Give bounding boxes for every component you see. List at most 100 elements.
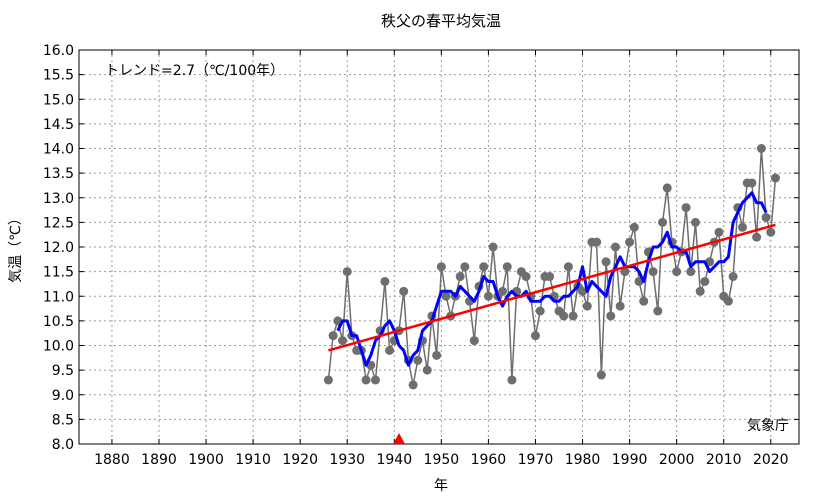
annual-point	[648, 267, 658, 277]
annual-point	[460, 262, 470, 272]
y-tick-label: 8.0	[52, 437, 74, 453]
y-tick-label: 13.0	[43, 191, 74, 207]
annual-point	[559, 311, 569, 321]
y-tick-label: 15.5	[43, 68, 74, 84]
annual-point	[582, 301, 592, 311]
annual-point	[639, 296, 649, 306]
annual-point	[436, 262, 446, 272]
annual-point	[502, 262, 512, 272]
annual-point	[714, 227, 724, 237]
trend-annotation: トレンド=2.7（℃/100年）	[105, 63, 284, 79]
annual-point	[653, 306, 663, 316]
x-tick-label: 1890	[141, 452, 177, 468]
y-tick-labels: 8.0 8.5 9.0 9.5 10.0 10.5 11.0 11.5 12.0 12.5 13.0…	[43, 43, 74, 453]
trend-line	[328, 223, 776, 352]
annual-point	[766, 227, 776, 237]
annual-point	[761, 212, 771, 222]
x-tick-label: 1970	[518, 452, 554, 468]
annual-point	[592, 237, 602, 247]
y-tick-label: 10.0	[43, 339, 74, 355]
annual-point	[606, 311, 616, 321]
annual-point	[455, 272, 465, 282]
annual-point	[695, 286, 705, 296]
annual-point	[545, 272, 555, 282]
annual-point	[370, 375, 380, 385]
station-change-marker	[393, 433, 405, 444]
annual-point	[422, 365, 432, 375]
annual-point	[601, 257, 611, 267]
annual-point	[681, 203, 691, 213]
annual-point	[483, 291, 493, 301]
annual-point	[563, 262, 573, 272]
x-tick-label: 1950	[424, 452, 460, 468]
annual-point	[738, 222, 748, 232]
annual-point	[488, 242, 498, 252]
x-tick-label: 2000	[659, 452, 695, 468]
annual-point	[399, 286, 409, 296]
annual-point	[385, 345, 395, 355]
annual-point	[328, 331, 338, 341]
y-tick-label: 9.5	[52, 363, 74, 379]
annual-point	[578, 286, 588, 296]
y-tick-label: 14.5	[43, 117, 74, 133]
annual-point	[469, 336, 479, 346]
x-tick-label: 1900	[188, 452, 224, 468]
x-tick-label: 1880	[94, 452, 130, 468]
x-tick-label: 1920	[282, 452, 318, 468]
annual-point	[441, 291, 451, 301]
y-tick-label: 9.0	[52, 388, 74, 404]
annual-point	[752, 232, 762, 242]
annual-point	[361, 375, 371, 385]
x-tick-label: 1960	[471, 452, 507, 468]
annual-point	[338, 336, 348, 346]
y-tick-label: 16.0	[43, 43, 74, 59]
x-axis-label: 年	[434, 478, 448, 494]
y-tick-label: 14.0	[43, 142, 74, 158]
annual-point	[413, 355, 423, 365]
annual-point	[596, 370, 606, 380]
x-tick-label: 1980	[565, 452, 601, 468]
annual-point	[568, 311, 578, 321]
annual-point	[770, 173, 780, 183]
annual-point	[728, 272, 738, 282]
annual-point	[615, 301, 625, 311]
x-tick-label: 1940	[376, 452, 412, 468]
annual-point	[323, 375, 333, 385]
source-label: 気象庁	[747, 418, 789, 434]
y-tick-label: 10.5	[43, 314, 74, 330]
annual-point	[629, 222, 639, 232]
annual-point	[507, 375, 517, 385]
annual-point	[521, 272, 531, 282]
chart-title: 秩父の春平均気温	[381, 12, 501, 30]
annual-point	[686, 267, 696, 277]
annual-point	[747, 178, 757, 188]
annual-point	[723, 296, 733, 306]
annual-point	[535, 306, 545, 316]
annual-point	[498, 286, 508, 296]
x-tick-labels: 1880 1890 1900 1910 1920 1930 1940 1950 1960 1970…	[94, 452, 788, 468]
annual-point	[342, 267, 352, 277]
annual-point	[690, 217, 700, 227]
annual-point	[672, 267, 682, 277]
annual-point	[662, 183, 672, 193]
annual-point	[380, 276, 390, 286]
annual-point	[700, 276, 710, 286]
annual-point	[408, 380, 418, 390]
axis-ticks	[79, 49, 799, 445]
annual-point	[620, 267, 630, 277]
annual-point	[432, 350, 442, 360]
x-tick-label: 2010	[706, 452, 742, 468]
annual-point	[658, 217, 668, 227]
annual-point	[625, 237, 635, 247]
annual-point	[530, 331, 540, 341]
y-tick-label: 11.0	[43, 289, 74, 305]
x-tick-label: 1930	[329, 452, 365, 468]
moving-average-line	[336, 191, 768, 367]
annual-point	[610, 242, 620, 252]
x-tick-label: 1990	[612, 452, 648, 468]
y-tick-label: 13.5	[43, 166, 74, 182]
y-tick-label: 15.0	[43, 92, 74, 108]
x-tick-label: 1910	[235, 452, 271, 468]
y-tick-label: 12.5	[43, 215, 74, 231]
